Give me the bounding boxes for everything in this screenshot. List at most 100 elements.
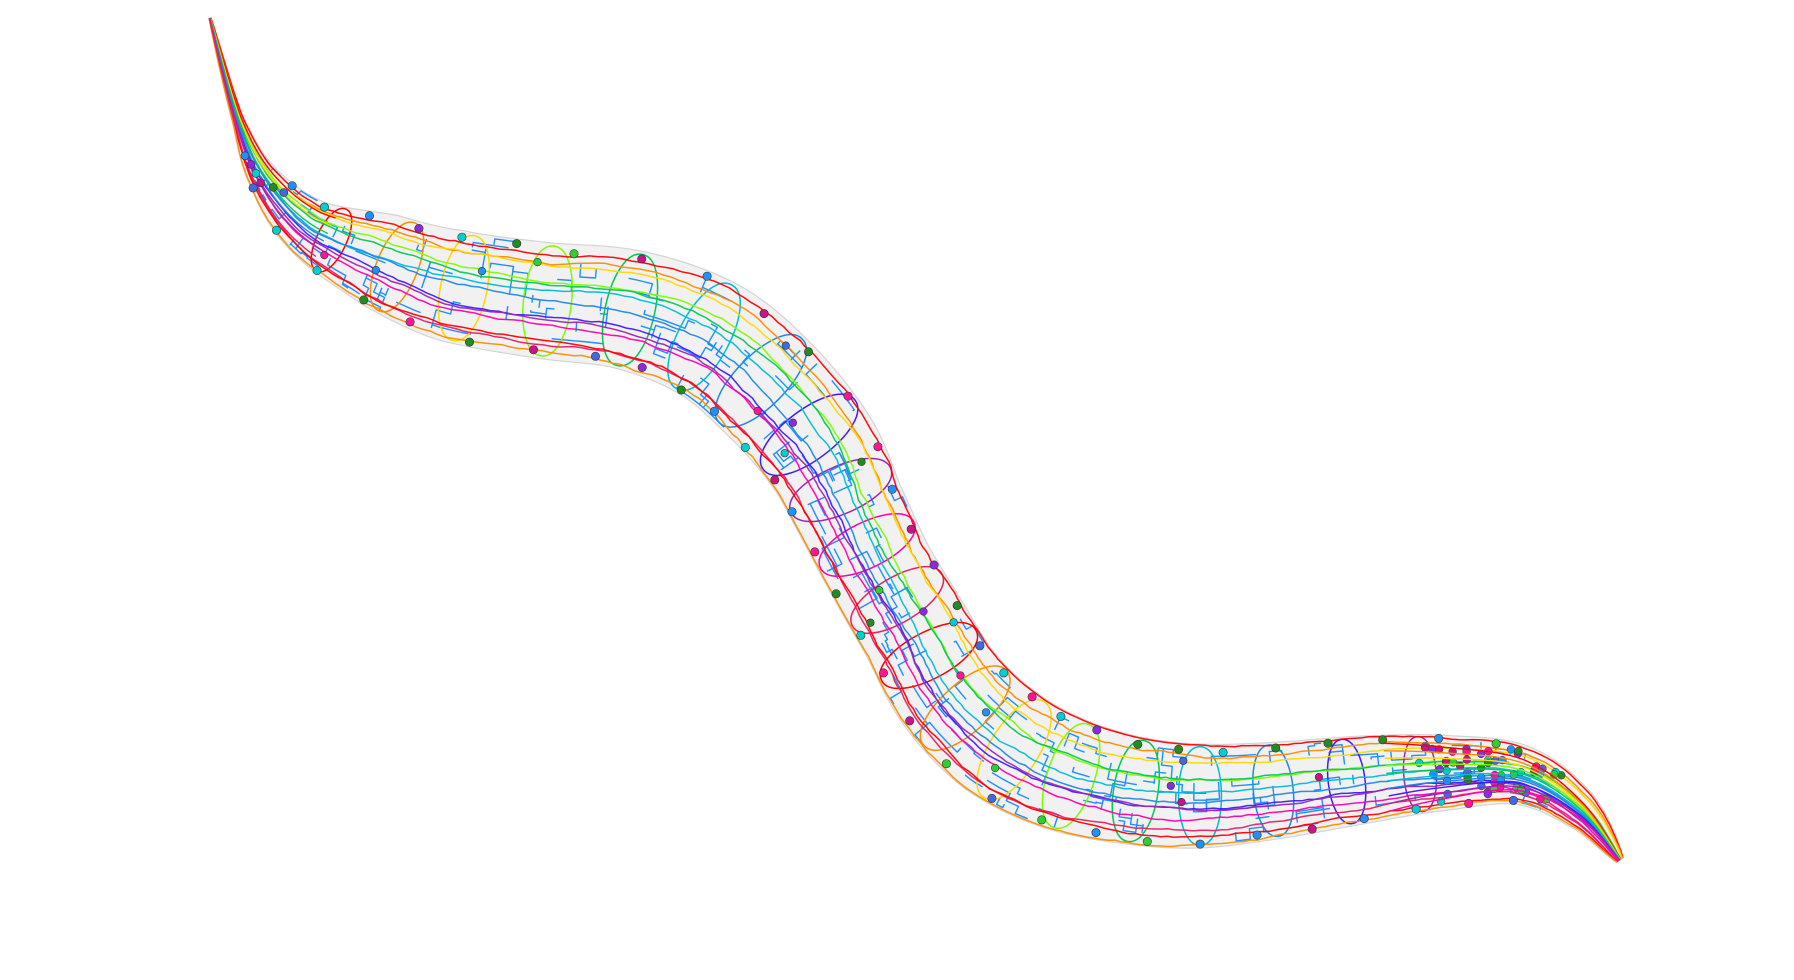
tail-ganglion-soma [251,169,261,178]
neuron-soma [637,362,647,372]
neuron-soma [1464,798,1474,808]
muscle-fiber [707,323,718,348]
neuron-soma [878,668,888,678]
neuron-soma [919,607,928,616]
neuron-soma [319,202,329,212]
neuron-ring [1041,723,1101,829]
muscle-fiber [599,306,609,328]
head-nerve-fiber [1390,789,1620,861]
muscle-fiber [1175,776,1195,793]
muscle-fiber [471,248,487,279]
head-ganglion-soma [1443,789,1452,799]
neuron-ring [714,333,808,428]
tail-neuron-tract [209,17,332,227]
neuron-soma [1491,739,1501,749]
muscle-fiber [777,343,803,369]
neuron-soma [569,249,579,259]
neuron-soma [857,457,866,466]
muscle-fiber [986,779,1028,820]
neuron-soma [1307,824,1317,834]
neuron-soma [1271,743,1281,753]
muscle-fiber [887,485,908,508]
neuron-ring [1252,744,1295,838]
neuron-ring [369,221,425,313]
neuron-soma [287,181,297,191]
muscle-fiber [643,309,696,330]
head-ganglion-soma [1506,745,1516,754]
muscle-fiber [551,338,604,345]
head-ganglion-soma [1448,758,1458,767]
muscle-fiber [1063,732,1085,753]
muscle-fiber [884,579,894,590]
head-nerve-fiber [1389,785,1621,861]
head-nerve-fiber [1388,781,1621,861]
neuron-soma [875,586,884,595]
muscle-fiber [833,469,853,494]
tail-neuron-tract [209,17,328,235]
neuron-soma [312,265,322,275]
neuron-ring [601,253,659,367]
neuron-ring [818,513,916,577]
muscle-fiber [355,250,386,264]
neuron-soma [364,211,374,221]
muscle-fiber [599,297,603,312]
neuron-soma [1056,711,1066,721]
soma-layer [240,151,1518,849]
neuron-soma [803,347,813,357]
neuron-soma [866,618,875,627]
neuron-soma [740,442,750,452]
muscle-fiber [640,324,677,339]
head-nerve-fiber [1387,777,1621,861]
muscle-fiber [1143,771,1167,785]
neuron-tract [209,17,1622,860]
muscle-fiber [292,190,318,202]
muscle-fiber [875,544,885,562]
muscle-fiber [1193,792,1220,812]
muscle-fiber [676,345,715,359]
neuron-soma [528,345,538,355]
muscle-fiber [778,420,809,442]
neuron-soma [975,641,985,651]
neuron-soma [780,449,789,458]
muscle-fiber [1391,767,1407,776]
muscle-fiber [865,527,882,539]
neuron-soma [987,793,997,803]
muscle-fiber [1008,710,1028,721]
muscle-fiber [1295,797,1326,819]
muscle-fiber [880,642,898,660]
head-nerve-fiber [1386,768,1621,861]
neuron-soma [887,484,897,494]
muscle-fiber [920,721,962,753]
neuron-soma [709,406,719,416]
muscle-fiber [857,587,878,610]
neuron-soma [941,759,951,769]
neuron-soma [1508,795,1518,805]
neuron-tract [209,17,1623,859]
muscle-fiber [1081,742,1107,758]
muscle-fiber [882,621,893,656]
neuron-soma [1177,797,1186,807]
neuron-soma [676,385,686,395]
muscle-fiber [897,612,911,619]
muscle-fiber [1071,766,1090,778]
muscle-fiber [378,288,389,297]
neuron-soma [1166,781,1175,790]
neuron-soma [1378,735,1388,745]
muscle-fiber [775,451,795,462]
muscle-fiber [742,349,751,367]
neuron-soma [1037,815,1047,825]
muscle-fiber [1083,796,1105,805]
neuron-soma [1091,828,1101,838]
muscle-fiber [885,594,898,624]
muscle-fiber [828,548,843,571]
neuron-soma [533,258,542,267]
neuron-soma [1133,739,1143,749]
muscle-fiber [780,456,800,471]
head-nerve-fiber [1383,742,1622,860]
neuron-ring [1326,738,1367,825]
neuron-ring [919,665,1011,751]
muscle-fiber [1370,755,1385,760]
neuron-soma [831,589,841,599]
muscle-fiber [950,662,967,700]
